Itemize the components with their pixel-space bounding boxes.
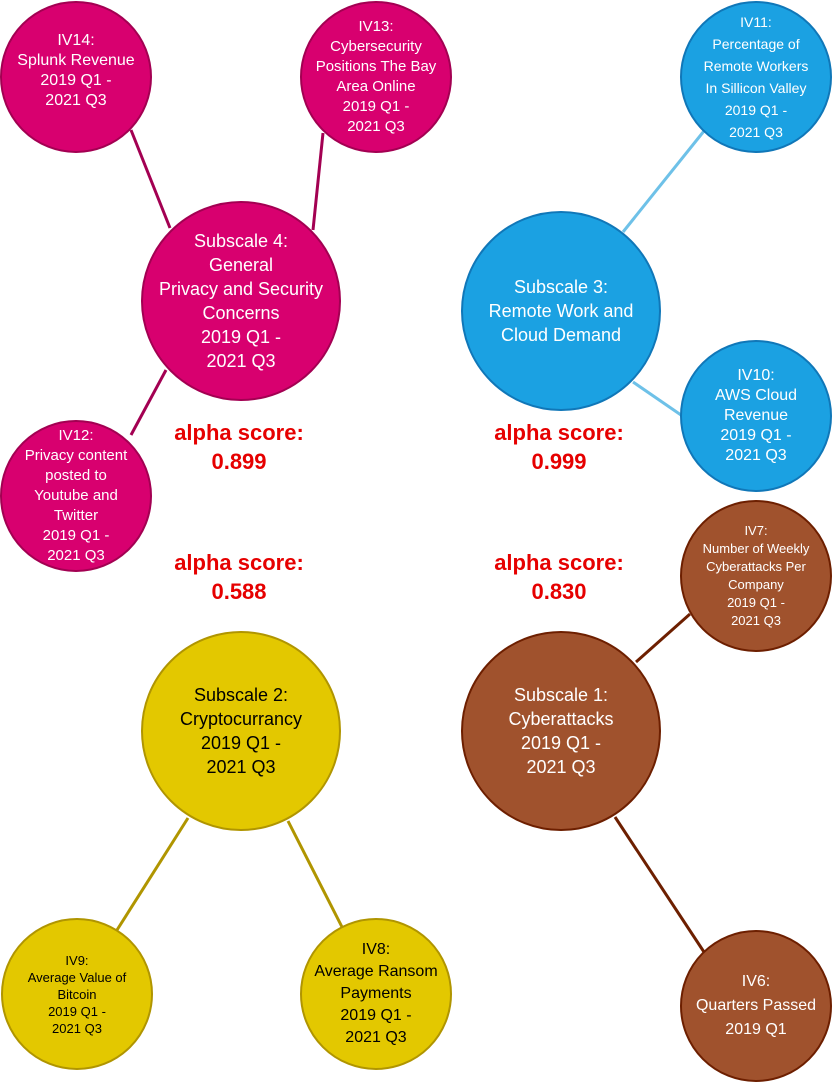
connector-s3-iv11 xyxy=(621,130,706,233)
connector-s2-iv9 xyxy=(115,817,190,931)
subscale-1-label: Subscale 1: Cyberattacks 2019 Q1 - 2021 … xyxy=(508,685,614,777)
connector-s1-iv6 xyxy=(613,816,706,953)
subscale-2-label: Subscale 2: Cryptocurrancy 2019 Q1 - 202… xyxy=(179,685,303,777)
subscale-4-node: Subscale 4: General Privacy and Security… xyxy=(141,201,341,401)
alpha-score-subscale-2: alpha score: 0.588 xyxy=(174,550,304,604)
iv7-label: IV7: Number of Weekly Cyberattacks Per C… xyxy=(702,523,810,628)
iv14-label: IV14: Splunk Revenue 2019 Q1 - 2021 Q3 xyxy=(17,32,135,109)
subscale-2-node: Subscale 2: Cryptocurrancy 2019 Q1 - 202… xyxy=(141,631,341,831)
connector-s1-iv7 xyxy=(635,612,691,664)
alpha-score-subscale-1: alpha score: 0.830 xyxy=(494,550,624,604)
iv10-node: IV10: AWS Cloud Revenue 2019 Q1 - 2021 Q… xyxy=(680,340,832,492)
connector-s4-iv14 xyxy=(129,129,172,229)
iv13-node: IV13: Cybersecurity Positions The Bay Ar… xyxy=(300,1,452,153)
iv11-label: IV11: Percentage of Remote Workers In Si… xyxy=(703,14,809,140)
iv13-label: IV13: Cybersecurity Positions The Bay Ar… xyxy=(315,18,437,135)
iv8-label: IV8: Average Ransom Payments 2019 Q1 - 2… xyxy=(314,941,438,1046)
iv8-node: IV8: Average Ransom Payments 2019 Q1 - 2… xyxy=(300,918,452,1070)
iv10-label: IV10: AWS Cloud Revenue 2019 Q1 - 2021 Q… xyxy=(714,367,798,464)
subscale-4-label: Subscale 4: General Privacy and Security… xyxy=(158,231,324,371)
connector-s4-iv12 xyxy=(129,369,168,436)
iv9-label: IV9: Average Value of Bitcoin 2019 Q1 - … xyxy=(27,952,127,1036)
iv14-node: IV14: Splunk Revenue 2019 Q1 - 2021 Q3 xyxy=(0,1,152,153)
iv12-node: IV12: Privacy content posted to Youtube … xyxy=(0,420,152,572)
iv6-node: IV6: Quarters Passed 2019 Q1 xyxy=(680,930,832,1082)
iv6-label: IV6: Quarters Passed 2019 Q1 xyxy=(695,973,817,1038)
connector-s3-iv10 xyxy=(632,380,682,417)
alpha-score-subscale-3: alpha score: 0.999 xyxy=(494,420,624,474)
connector-s4-iv13 xyxy=(311,132,325,231)
alpha-score-subscale-4: alpha score: 0.899 xyxy=(174,420,304,474)
subscale-3-label: Subscale 3: Remote Work and Cloud Demand xyxy=(488,277,634,345)
iv9-node: IV9: Average Value of Bitcoin 2019 Q1 - … xyxy=(1,918,153,1070)
iv7-node: IV7: Number of Weekly Cyberattacks Per C… xyxy=(680,500,832,652)
iv12-label: IV12: Privacy content posted to Youtube … xyxy=(24,427,128,564)
subscale-1-node: Subscale 1: Cyberattacks 2019 Q1 - 2021 … xyxy=(461,631,661,831)
iv11-node: IV11: Percentage of Remote Workers In Si… xyxy=(680,1,832,153)
connector-s2-iv8 xyxy=(286,820,344,928)
subscale-3-node: Subscale 3: Remote Work and Cloud Demand xyxy=(461,211,661,411)
